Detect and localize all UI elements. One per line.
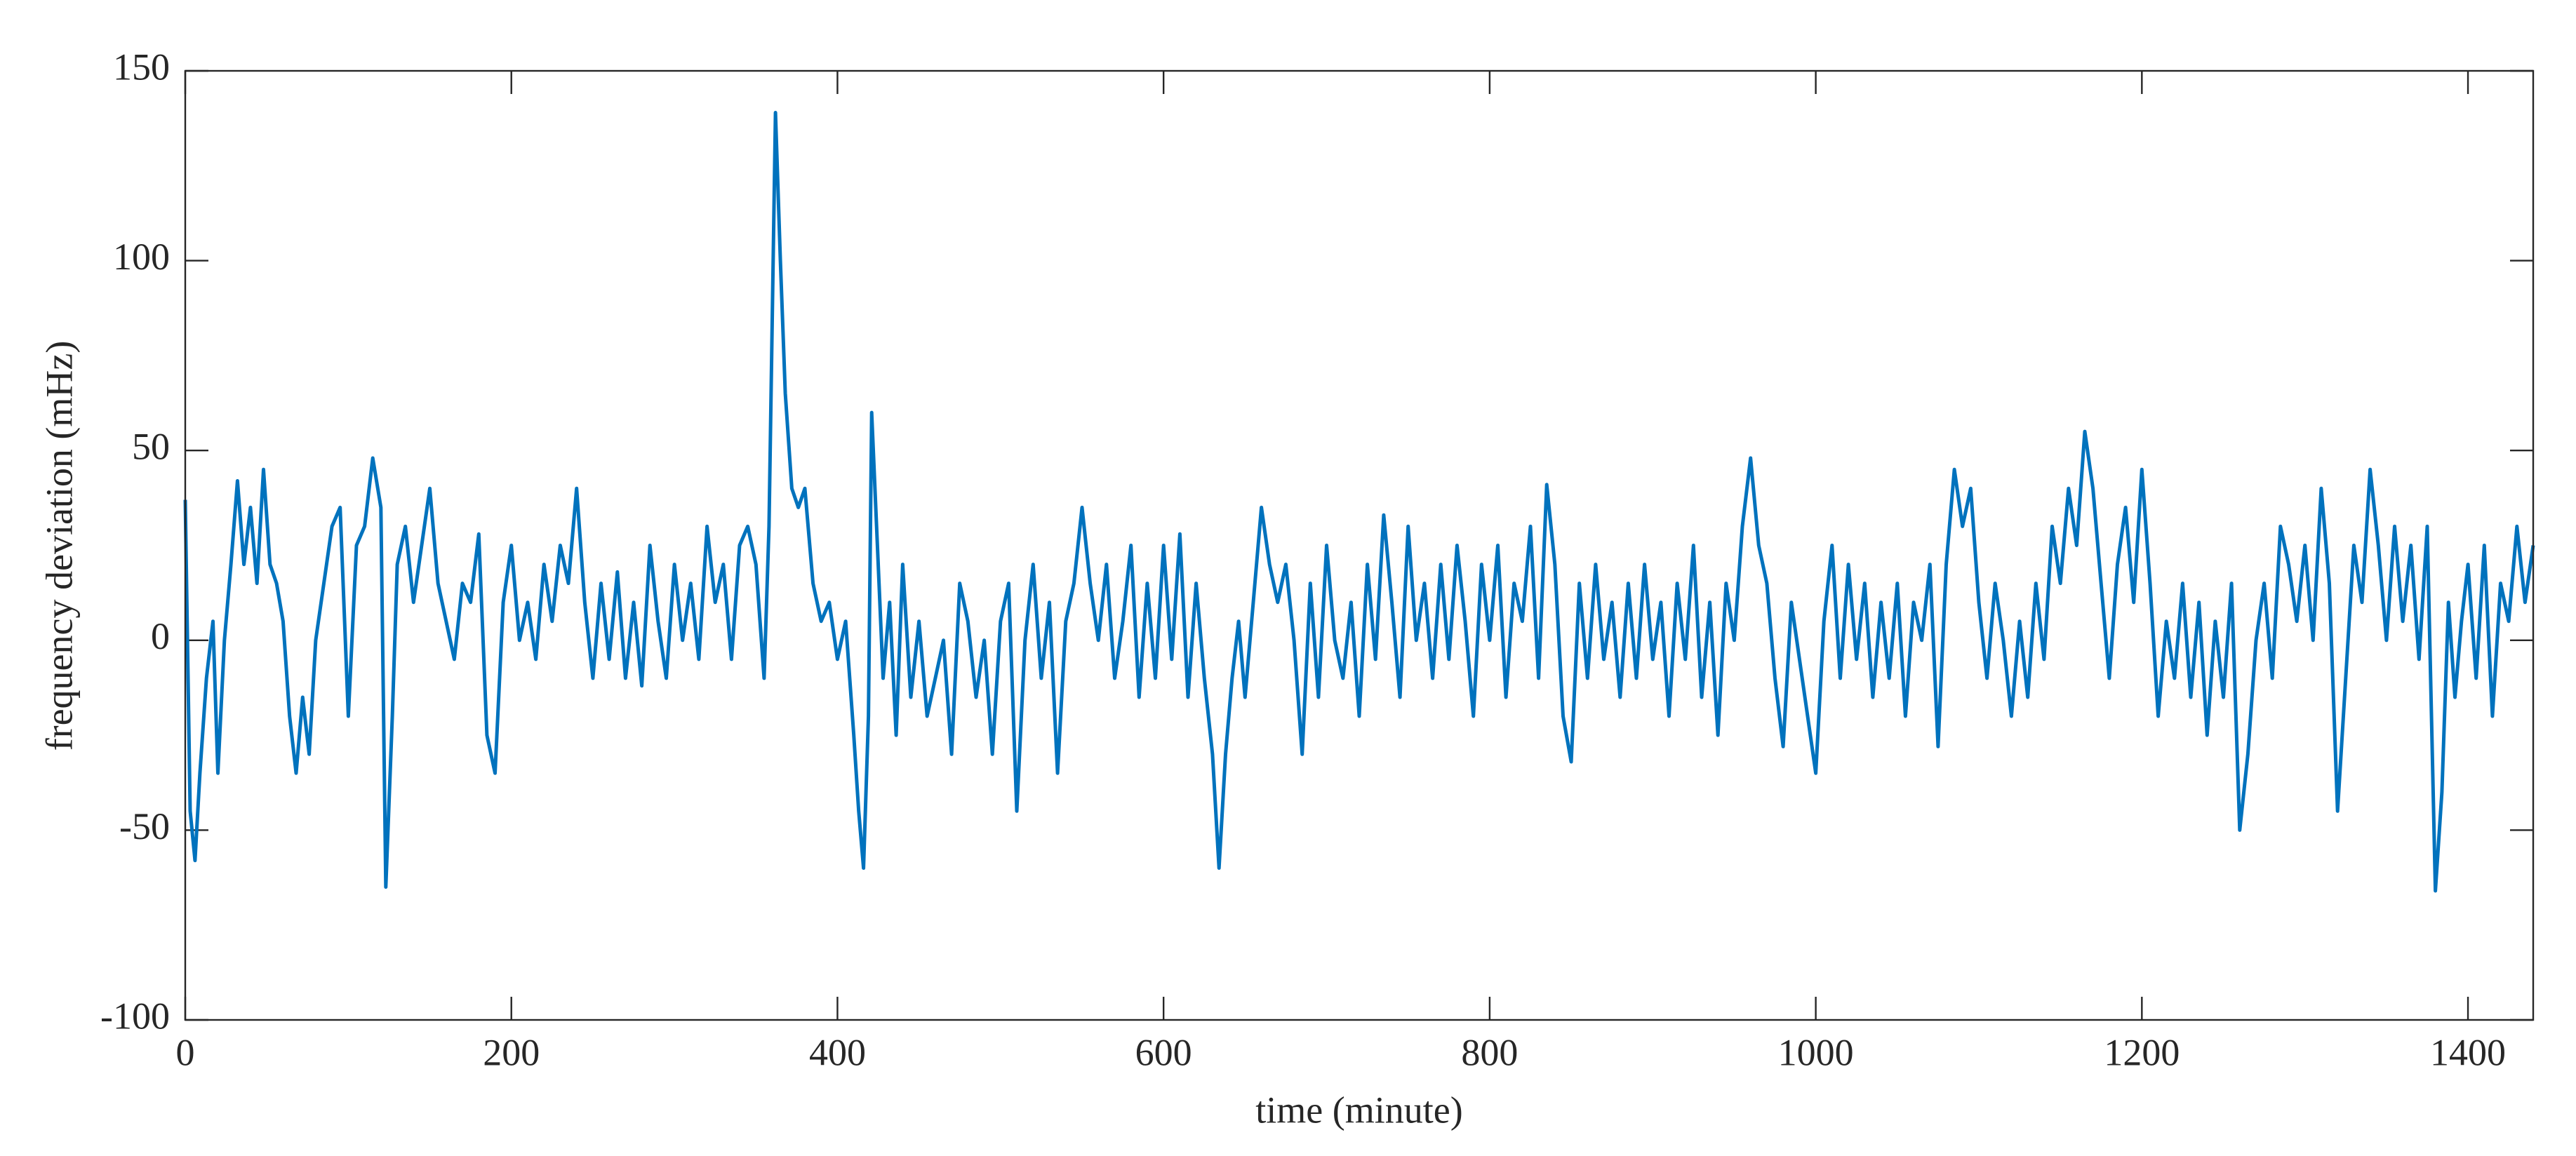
y-tick-label: -100 xyxy=(100,995,170,1037)
y-tick-label: -50 xyxy=(119,805,170,847)
x-tick-label: 200 xyxy=(483,1031,540,1073)
y-tick-label: 0 xyxy=(151,615,170,657)
y-tick-label: 150 xyxy=(113,46,170,88)
y-tick-label: 50 xyxy=(132,426,170,468)
x-tick-label: 800 xyxy=(1461,1031,1518,1073)
x-axis-title: time (minute) xyxy=(1255,1089,1462,1131)
x-tick-label: 1200 xyxy=(2104,1031,2180,1073)
data-line xyxy=(183,111,2535,893)
plot-frame xyxy=(184,69,2535,1021)
x-tick-label: 0 xyxy=(176,1031,195,1073)
x-tick-label: 400 xyxy=(809,1031,866,1073)
y-tick-label: 100 xyxy=(113,236,170,278)
y-axis-title: frequency deviation (mHz) xyxy=(38,341,80,751)
x-tick-label: 600 xyxy=(1135,1031,1192,1073)
x-tick-label: 1000 xyxy=(1778,1031,1854,1073)
x-tick-label: 1400 xyxy=(2430,1031,2506,1073)
